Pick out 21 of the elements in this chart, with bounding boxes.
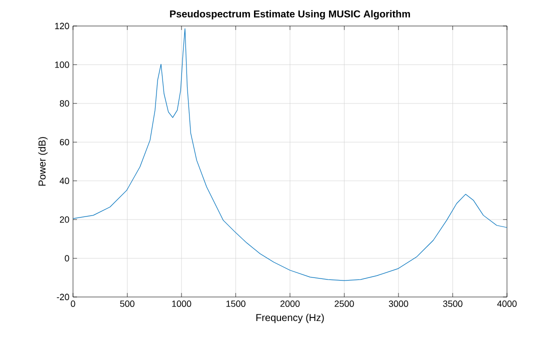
y-tick-label: 120 [55,22,70,30]
x-tick-label: 3500 [443,300,462,307]
x-tick-label: 1500 [226,300,246,307]
y-tick-label: 100 [55,62,70,68]
x-tick-label: 0 [70,300,76,307]
chart-title: Pseudospectrum Estimate Using MUSIC Algorithm [170,10,410,20]
line-series [73,28,507,281]
y-axis-title: Power (dB) [38,137,48,186]
y-tick-label: 40 [60,178,70,184]
x-tick-label: 500 [120,300,134,307]
y-tick-label: 0 [64,255,70,262]
x-tick-label: 2500 [334,300,354,307]
y-tick-label: -20 [56,294,70,300]
x-tick-label: 4000 [497,300,517,307]
x-axis-title: Frequency (Hz) [256,314,324,324]
y-tick-label: 20 [60,216,70,223]
y-tick-label: 60 [60,138,70,146]
x-tick-label: 1000 [172,300,192,307]
y-tick-label: 80 [60,100,70,107]
x-tick-label: 3000 [388,300,408,307]
x-tick-label: 2000 [280,300,300,307]
